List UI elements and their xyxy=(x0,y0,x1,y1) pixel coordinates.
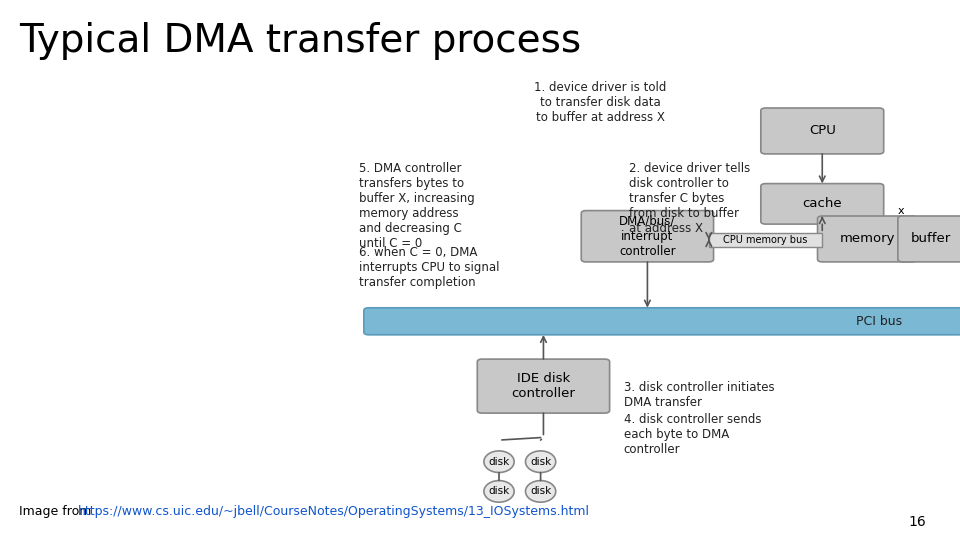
Text: disk: disk xyxy=(489,487,510,496)
Ellipse shape xyxy=(484,451,515,472)
Text: buffer: buffer xyxy=(911,232,951,246)
FancyBboxPatch shape xyxy=(581,211,713,262)
Text: CPU: CPU xyxy=(809,124,836,138)
FancyBboxPatch shape xyxy=(761,184,884,224)
Text: CPU memory bus: CPU memory bus xyxy=(723,235,807,245)
Text: 4. disk controller sends
each byte to DMA
controller: 4. disk controller sends each byte to DM… xyxy=(624,413,761,456)
FancyBboxPatch shape xyxy=(477,359,610,413)
Text: https://www.cs.uic.edu/~jbell/CourseNotes/OperatingSystems/13_IOSystems.html: https://www.cs.uic.edu/~jbell/CourseNote… xyxy=(78,505,589,518)
Bar xyxy=(708,233,823,247)
FancyBboxPatch shape xyxy=(364,308,960,335)
Ellipse shape xyxy=(525,451,556,472)
Text: disk: disk xyxy=(530,457,551,467)
Text: PCI bus: PCI bus xyxy=(856,315,902,328)
Text: 3. disk controller initiates
DMA transfer: 3. disk controller initiates DMA transfe… xyxy=(624,381,775,409)
FancyBboxPatch shape xyxy=(761,108,884,154)
Ellipse shape xyxy=(525,481,556,502)
FancyBboxPatch shape xyxy=(898,216,960,262)
Ellipse shape xyxy=(484,481,515,502)
Text: 5. DMA controller
transfers bytes to
buffer X, increasing
memory address
and dec: 5. DMA controller transfers bytes to buf… xyxy=(359,162,475,250)
Text: memory: memory xyxy=(839,232,895,246)
Text: disk: disk xyxy=(530,487,551,496)
Text: Typical DMA transfer process: Typical DMA transfer process xyxy=(19,22,581,59)
Text: disk: disk xyxy=(489,457,510,467)
Text: DMA/bus/
interrupt
controller: DMA/bus/ interrupt controller xyxy=(619,215,676,258)
Text: 1. device driver is told
to transfer disk data
to buffer at address X: 1. device driver is told to transfer dis… xyxy=(534,81,666,124)
Text: 16: 16 xyxy=(908,515,926,529)
Text: 2. device driver tells
disk controller to
transfer C bytes
from disk to buffer
a: 2. device driver tells disk controller t… xyxy=(629,162,750,235)
Text: cache: cache xyxy=(803,197,842,211)
Text: 6. when C = 0, DMA
interrupts CPU to signal
transfer completion: 6. when C = 0, DMA interrupts CPU to sig… xyxy=(359,246,499,289)
Text: Image from: Image from xyxy=(19,505,95,518)
Text: IDE disk
controller: IDE disk controller xyxy=(512,372,575,400)
Text: x: x xyxy=(898,206,904,216)
FancyBboxPatch shape xyxy=(818,216,917,262)
